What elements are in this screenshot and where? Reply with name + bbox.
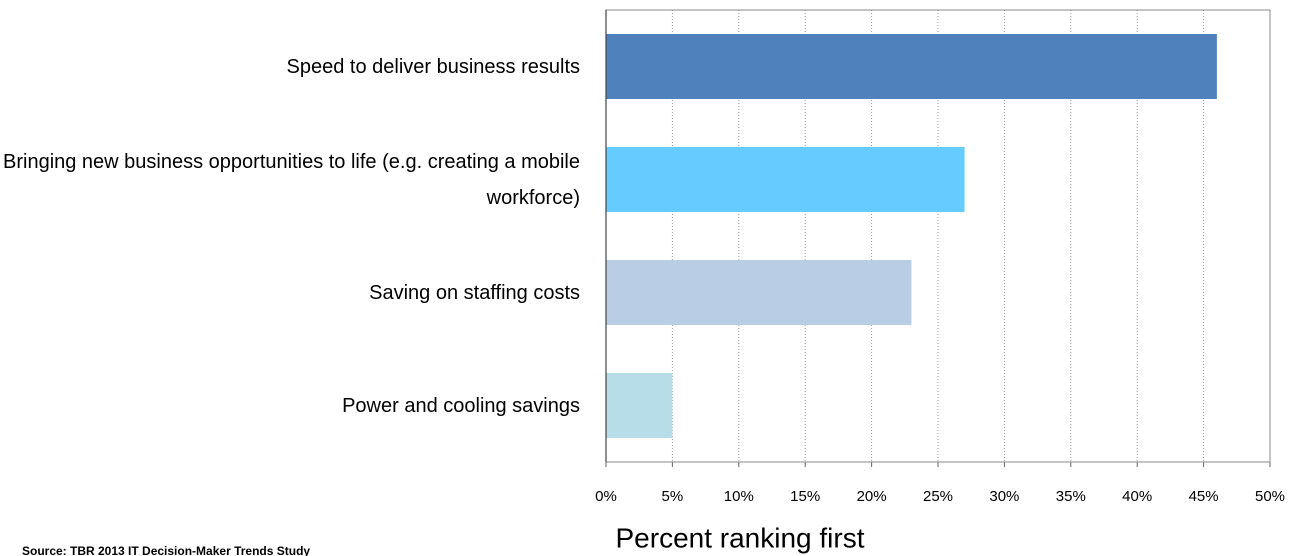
y-tick-label: Saving on staffing costs [369,281,580,304]
x-tick-label: 40% [1122,488,1152,505]
bar [606,373,673,438]
x-tick-label: 30% [989,488,1019,505]
x-tick-label: 50% [1255,488,1285,505]
x-tick-label: 5% [662,488,684,505]
x-tick-label: 25% [923,488,953,505]
x-tick-label: 45% [1189,488,1219,505]
y-tick-label: Power and cooling savings [342,394,580,417]
bar [606,147,965,212]
bar [606,260,912,325]
bar [606,34,1217,99]
x-tick-label: 35% [1056,488,1086,505]
x-axis-title: Percent ranking first [616,522,865,553]
x-tick-label: 15% [790,488,820,505]
x-tick-label: 20% [857,488,887,505]
source-note: Source: TBR 2013 IT Decision-Maker Trend… [22,544,310,556]
y-tick-label: Bringing new business opportunities to l… [3,150,580,209]
x-tick-label: 10% [724,488,754,505]
x-tick-label: 0% [595,488,617,505]
y-tick-label: Speed to deliver business results [286,55,581,78]
